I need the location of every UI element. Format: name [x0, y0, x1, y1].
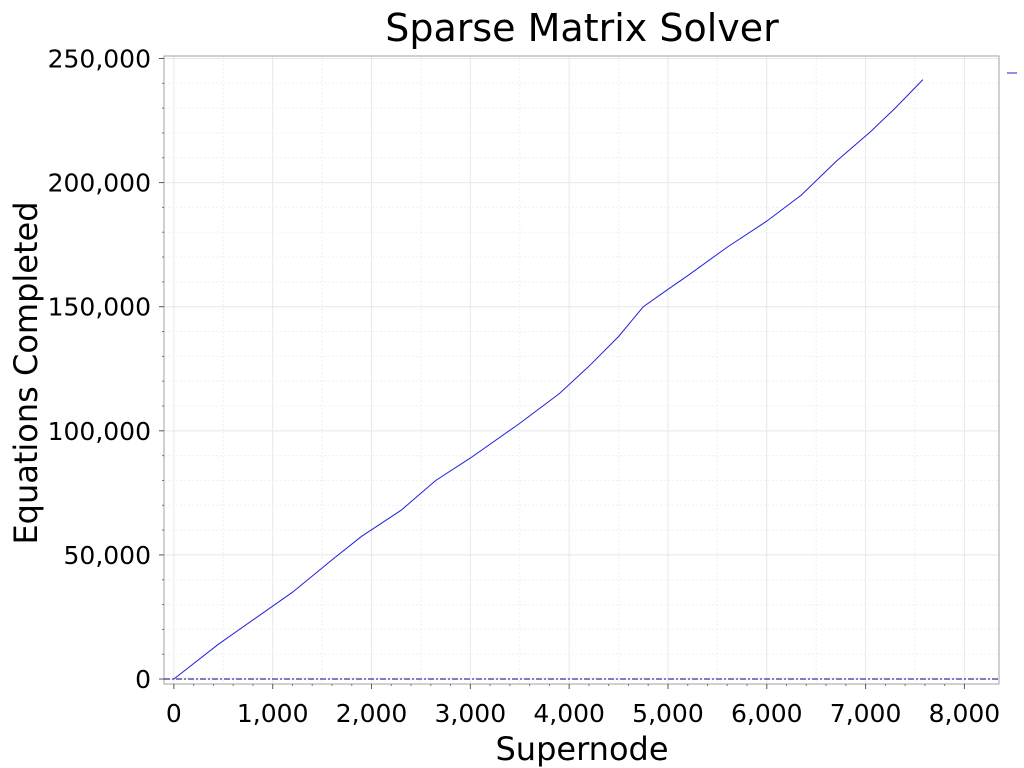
x-axis-label: Supernode [495, 730, 668, 768]
y-tick-label: 0 [135, 665, 151, 694]
series-point [922, 79, 923, 80]
series-point [218, 644, 219, 645]
series-point [766, 220, 767, 221]
x-tick-label: 4,000 [533, 699, 605, 728]
x-tick-label: 5,000 [632, 699, 704, 728]
series-point [643, 306, 644, 307]
y-axis-label: Equations Completed [7, 201, 45, 544]
x-tick-label: 7,000 [830, 699, 902, 728]
x-tick-label: 8,000 [929, 699, 1001, 728]
x-tick-label: 6,000 [731, 699, 803, 728]
series-point [435, 480, 436, 481]
series-point [618, 336, 619, 337]
series-point [870, 131, 871, 132]
series-point [559, 393, 560, 394]
y-tick-label: 200,000 [48, 169, 151, 198]
plot-frame [163, 55, 1000, 685]
series-point [687, 275, 688, 276]
series-line [173, 79, 924, 680]
series-point [292, 592, 293, 593]
series-point [173, 678, 174, 679]
series-point [331, 559, 332, 560]
series-point [470, 458, 471, 459]
x-tick-label: 3,000 [435, 699, 507, 728]
series-point [361, 536, 362, 537]
y-tick-label: 250,000 [48, 44, 151, 73]
y-tick-label: 50,000 [64, 541, 151, 570]
series-point [401, 510, 402, 511]
y-tick-label: 150,000 [48, 293, 151, 322]
x-tick-label: 1,000 [237, 699, 309, 728]
grid [164, 56, 999, 684]
x-tick-label: 0 [166, 699, 182, 728]
series-point [519, 423, 520, 424]
series-layer [173, 79, 924, 680]
series-point [801, 194, 802, 195]
series-point [588, 366, 589, 367]
series-point [727, 247, 728, 248]
chart-title: Sparse Matrix Solver [385, 6, 779, 50]
axis-ticks: 0 1,000 2,000 3,000 4,000 5,000 6,000 7,000 8,00… [48, 44, 1001, 728]
series-point [835, 161, 836, 162]
series-point [667, 289, 668, 290]
x-tick-label: 2,000 [336, 699, 408, 728]
series-point [895, 108, 896, 109]
y-tick-label: 100,000 [48, 417, 151, 446]
